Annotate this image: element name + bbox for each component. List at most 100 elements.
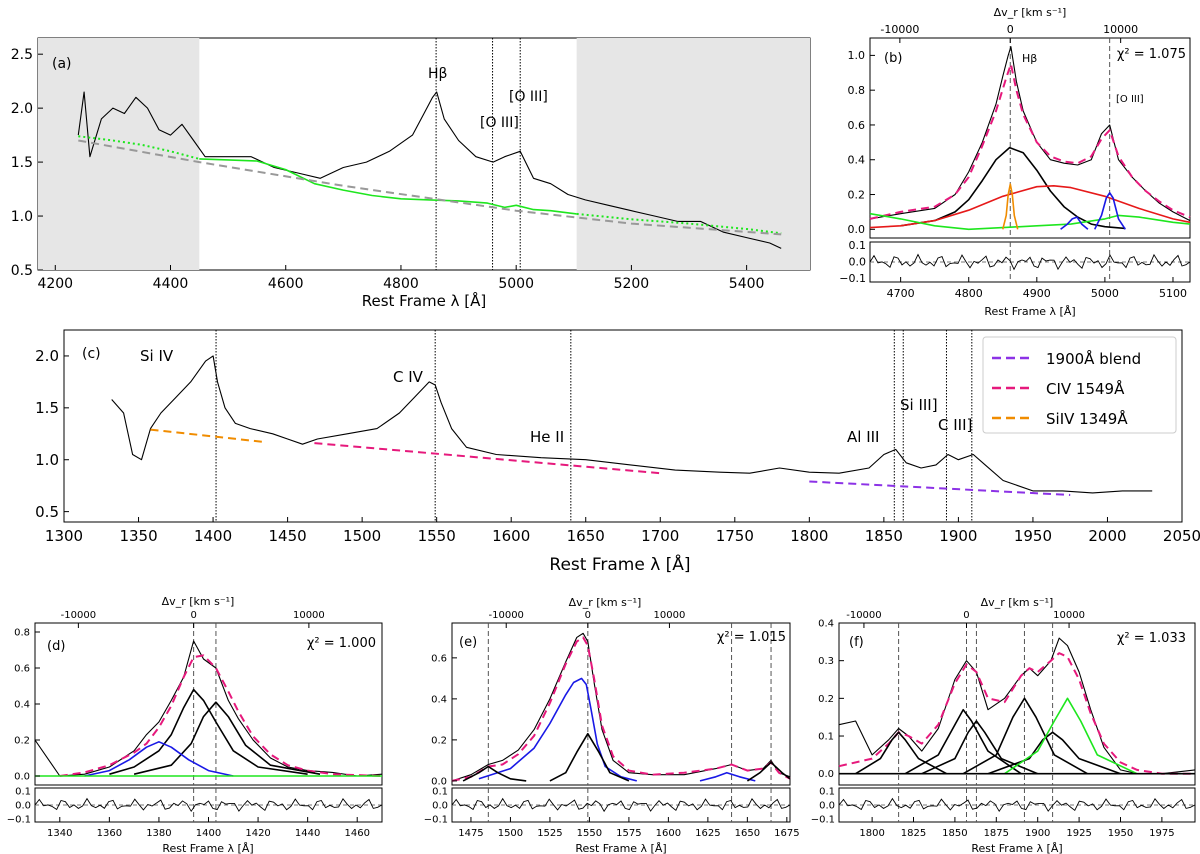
- x-tick-label-2: 4900: [1023, 287, 1051, 300]
- series-5: [699, 771, 756, 782]
- x-tick-label-6: 1460: [344, 828, 369, 839]
- x-tick-label-1: 1360: [97, 828, 122, 839]
- series-2: [478, 677, 638, 782]
- residual-series: [34, 797, 383, 813]
- residual-tick-label-2: −0.1: [7, 815, 31, 826]
- panel-c: 1300 1350 1400 1450 1500 1550 1600 1650 1700 1750…: [35, 329, 1200, 575]
- x-tick-label-12: 1900: [939, 527, 977, 545]
- panel-d-label: (d): [47, 639, 65, 654]
- y-tick-label-0: 0.0: [848, 223, 866, 236]
- x-tick-label-5: 5200: [614, 276, 650, 292]
- panel-b-label: (b): [884, 51, 902, 66]
- x-tick-label-6: 1600: [492, 527, 530, 545]
- x-tick-label-5: 1925: [1066, 828, 1091, 839]
- residual-tick-label-1: 0.0: [819, 801, 835, 812]
- y-tick-label-0: 0.5: [35, 503, 59, 521]
- series-4: [462, 765, 527, 782]
- y-tick-label-1: 1.0: [11, 209, 33, 225]
- legend-label-siiv: SiIV 1349Å: [1046, 409, 1128, 428]
- top-tick-label-2: 10000: [293, 610, 325, 621]
- y-tick-label-3: 0.6: [431, 653, 447, 664]
- y-tick-label-3: 2.0: [35, 347, 59, 365]
- x-tick-label-0: 1340: [47, 828, 72, 839]
- x-tick-label-3: 1875: [984, 828, 1009, 839]
- x-tick-label-0: 4700: [887, 287, 915, 300]
- top-tick-label-0: -10000: [880, 23, 919, 36]
- x-tick-label-3: 5000: [1091, 287, 1119, 300]
- x-tick-label-4: 1900: [1025, 828, 1050, 839]
- top-tick-label-1: 0: [1007, 23, 1014, 36]
- residual-tick-label-1: 0.0: [432, 801, 448, 812]
- x-tick-label-0: 1800: [859, 828, 884, 839]
- panel-e-chi2: χ² = 1.015: [717, 630, 786, 645]
- top-tick-label-0: -10000: [489, 610, 524, 621]
- x-tick-label-13: 1950: [1014, 527, 1052, 545]
- series-0: [77, 91, 782, 249]
- panel-c-line-label-ciii: C III]: [938, 416, 972, 434]
- residual-tick-label-1: 0.0: [849, 256, 867, 269]
- x-tick-label-2: 4600: [268, 276, 304, 292]
- panel-c-xlabel: Rest Frame λ [Å]: [549, 553, 690, 575]
- panel-e-label: (e): [459, 635, 477, 650]
- residual-tick-label-1: 0.0: [15, 801, 31, 812]
- panel-f-xlabel: Rest Frame λ [Å]: [971, 842, 1062, 854]
- y-tick-label-3: 2.0: [11, 101, 33, 117]
- y-tick-label-3: 0.3: [818, 656, 834, 667]
- residual-tick-label-2: −0.1: [811, 815, 835, 826]
- series-2: [314, 442, 661, 475]
- y-tick-label-2: 0.2: [818, 694, 834, 705]
- x-tick-label-9: 1750: [716, 527, 754, 545]
- x-tick-label-14: 2000: [1088, 527, 1126, 545]
- panel-c-line-label-siiii: Si III]: [900, 396, 938, 414]
- panel-b-frame: [869, 37, 1191, 239]
- series-5: [1002, 183, 1019, 230]
- panel-b-top-label: Δv_r [km s⁻¹]: [994, 6, 1067, 19]
- panel-b: 4700 4800 4900 5000 5100 0.0 0.2 0.4 0.6 0.8 1.0 -1…: [839, 6, 1191, 318]
- series-0: [869, 46, 1191, 222]
- series-3: [809, 480, 1071, 496]
- panel-e: 1475 1500 1525 1550 1575 1600 1625 1650 16750.00…: [424, 596, 800, 854]
- x-tick-label-1: 4800: [955, 287, 983, 300]
- y-tick-label-4: 2.5: [11, 47, 33, 63]
- y-tick-label-2: 0.4: [14, 700, 30, 711]
- panel-d-top-label: Δv_r [km s⁻¹]: [162, 595, 235, 608]
- y-tick-label-1: 1.0: [35, 451, 59, 469]
- series-1: [199, 158, 577, 215]
- series-7: [1004, 697, 1138, 775]
- x-tick-label-0: 1475: [458, 828, 483, 839]
- panel-a-line-label-oiii-2: [O III]: [509, 89, 548, 105]
- x-tick-label-10: 1800: [790, 527, 828, 545]
- x-tick-label-1: 1500: [498, 828, 523, 839]
- residual-series: [838, 797, 1196, 813]
- panel-c-line-label-civ: C IV: [393, 368, 424, 386]
- shaded-region-1: [576, 38, 810, 270]
- series-1: [150, 428, 266, 444]
- x-tick-label-5: 1440: [295, 828, 320, 839]
- x-tick-label-8: 1700: [641, 527, 679, 545]
- series-1: [838, 652, 1195, 775]
- panel-f: 1800 1825 1850 1875 1900 1925 1950 1975 0.0 0.1 0.…: [811, 596, 1196, 854]
- series-1: [451, 636, 791, 782]
- x-tick-label-5: 1600: [656, 828, 681, 839]
- series-0: [111, 355, 1153, 494]
- y-tick-label-5: 1.0: [848, 49, 866, 62]
- panel-c-frame: [63, 329, 1183, 523]
- panel-f-top-label: Δv_r [km s⁻¹]: [981, 596, 1054, 609]
- panel-a-line-label-oiii-1: [O III]: [480, 115, 519, 131]
- panel-a-xlabel: Rest Frame λ [Å]: [362, 291, 487, 310]
- x-tick-label-8: 1675: [774, 828, 799, 839]
- panel-b-line-label-oiii: [O III]: [1116, 94, 1144, 105]
- series-3: [133, 701, 321, 775]
- panel-a-line-label-hbeta: Hβ: [428, 66, 447, 82]
- panel-e-top-label: Δv_r [km s⁻¹]: [569, 596, 642, 609]
- panel-d: 1340 1360 1380 1400 1420 1440 1460 0.0 0.2 0.4 0.6…: [7, 595, 383, 854]
- x-tick-label-3: 4800: [383, 276, 419, 292]
- panel-e-xlabel: Rest Frame λ [Å]: [575, 842, 666, 854]
- y-tick-label-2: 1.5: [35, 399, 59, 417]
- y-tick-label-3: 0.6: [848, 119, 866, 132]
- panel-d-chi2: χ² = 1.000: [307, 636, 376, 651]
- y-tick-label-1: 0.2: [431, 735, 447, 746]
- series-4: [84, 740, 234, 777]
- panel-c-line-label-heii: He II: [530, 428, 564, 446]
